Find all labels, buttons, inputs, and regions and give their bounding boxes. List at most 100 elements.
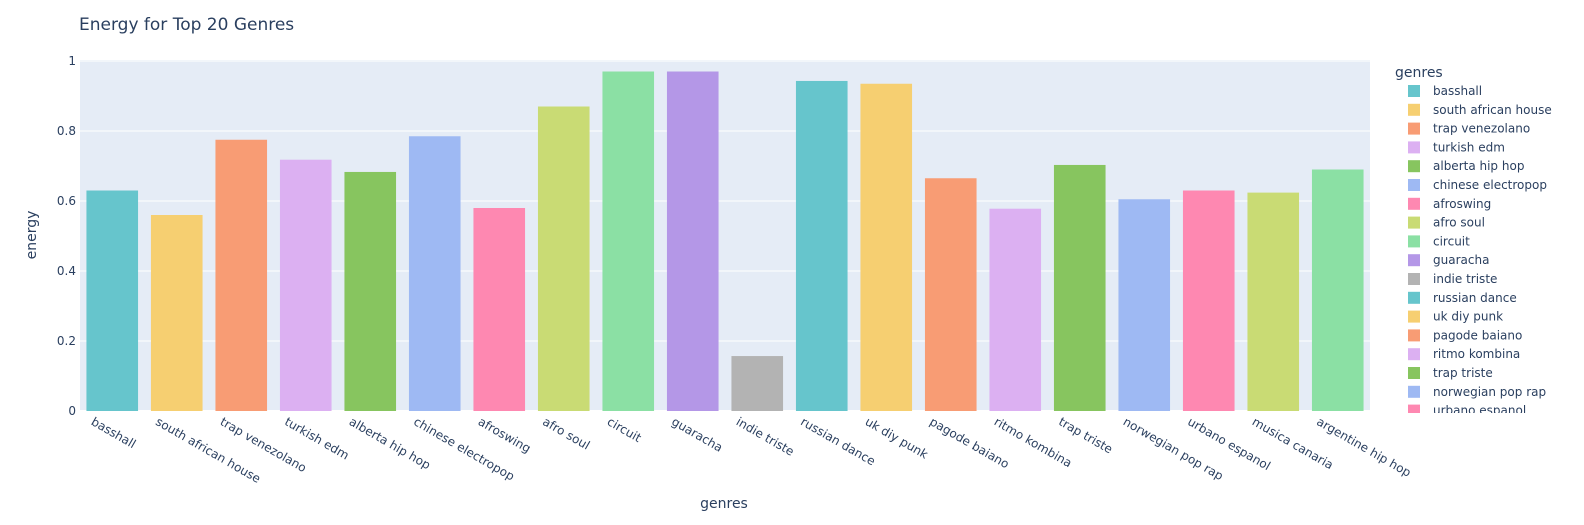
legend-swatch	[1408, 385, 1420, 398]
x-tick-label: guaracha	[669, 414, 725, 454]
bar-indie-triste[interactable]	[731, 356, 784, 411]
bar-afro-soul[interactable]	[537, 106, 590, 412]
legend-swatch	[1408, 160, 1420, 173]
legend-item[interactable]: pagode baiano	[1408, 328, 1522, 342]
legend-label: norwegian pop rap	[1433, 385, 1546, 399]
legend-swatch	[1408, 179, 1420, 191]
legend-item[interactable]: turkish edm	[1408, 140, 1505, 154]
y-axis-title: energy	[24, 211, 40, 260]
legend-label: alberta hip hop	[1433, 159, 1524, 173]
bars	[86, 71, 1364, 412]
legend-swatch	[1408, 310, 1420, 323]
x-tick-label: indie triste	[734, 414, 797, 458]
x-tick-label: afroswing	[476, 414, 533, 455]
bar-pagode-baiano[interactable]	[924, 178, 977, 411]
legend-title: genres	[1395, 65, 1443, 81]
bar-south-african-house[interactable]	[150, 215, 203, 411]
legend-swatch	[1408, 423, 1420, 435]
legend-item[interactable]: basshall	[1408, 84, 1482, 98]
legend-swatch	[1408, 141, 1420, 154]
bar-argentine-hip-hop[interactable]	[1311, 169, 1364, 412]
legend-swatch	[1408, 273, 1420, 285]
legend-swatch	[1408, 122, 1420, 135]
y-tick-label: 0	[68, 404, 76, 418]
legend-item[interactable]: chinese electropop	[1408, 178, 1547, 192]
legend-label: guaracha	[1433, 253, 1489, 267]
legend-item[interactable]: south african house	[1408, 103, 1552, 117]
bar-norwegian-pop-rap[interactable]	[1118, 199, 1171, 411]
bar-trap-triste[interactable]	[1053, 164, 1106, 411]
y-tick-label: 0.4	[57, 264, 76, 278]
bar-urbano-espanol[interactable]	[1182, 190, 1235, 412]
legend-label: argentine hip hop	[1433, 441, 1539, 455]
legend-label: turkish edm	[1433, 140, 1505, 154]
legend-item[interactable]: trap venezolano	[1408, 122, 1530, 136]
legend-label: south african house	[1433, 103, 1552, 117]
bar-circuit[interactable]	[602, 71, 655, 412]
legend-item[interactable]: guaracha	[1408, 253, 1489, 267]
plot-area	[80, 60, 1370, 410]
legend-label: musica canaria	[1433, 422, 1524, 436]
legend-swatch	[1408, 235, 1420, 248]
bar-guaracha[interactable]	[666, 71, 719, 412]
legend-label: pagode baiano	[1433, 328, 1522, 342]
x-tick-label: circuit	[605, 414, 644, 445]
legend-item[interactable]: afroswing	[1408, 197, 1491, 211]
legend-swatch	[1408, 367, 1420, 379]
bar-ritmo-kombina[interactable]	[989, 208, 1042, 411]
legend-label: urbano espanol	[1433, 404, 1526, 418]
bar-musica-canaria[interactable]	[1247, 192, 1300, 411]
legend-label: russian dance	[1433, 291, 1517, 305]
bar-chinese-electropop[interactable]	[408, 136, 461, 411]
legend-swatch	[1408, 348, 1420, 361]
legend-item[interactable]: indie triste	[1408, 272, 1497, 286]
legend-item[interactable]: uk diy punk	[1408, 310, 1503, 324]
legend-item[interactable]: argentine hip hop	[1408, 441, 1539, 455]
chart-title: Energy for Top 20 Genres	[79, 15, 294, 35]
y-tick-label: 0.8	[57, 124, 76, 138]
bar-trap-venezolano[interactable]	[215, 139, 268, 411]
legend-label: afro soul	[1433, 216, 1485, 230]
legend-item[interactable]: circuit	[1408, 234, 1470, 248]
x-axis-title: genres	[700, 496, 748, 512]
legend-label: trap venezolano	[1433, 122, 1530, 136]
legend-item[interactable]: trap triste	[1408, 366, 1493, 380]
legend-item[interactable]: norwegian pop rap	[1408, 385, 1546, 399]
legend-item[interactable]: urbano espanol	[1408, 404, 1526, 418]
legend-swatch	[1408, 404, 1420, 413]
y-tick-label: 0.2	[57, 334, 76, 348]
legend-item[interactable]: ritmo kombina	[1408, 347, 1520, 361]
bar-uk-diy-punk[interactable]	[860, 83, 913, 411]
bar-basshall[interactable]	[86, 190, 139, 412]
legend-label: chinese electropop	[1433, 178, 1547, 192]
x-tick-label: trap triste	[1056, 414, 1115, 456]
legend-label: basshall	[1433, 84, 1482, 98]
legend-item[interactable]: musica canaria	[1408, 422, 1524, 436]
legend-swatch	[1408, 329, 1420, 342]
legend[interactable]: genres basshall south african house trap v…	[1395, 65, 1552, 455]
legend-swatch	[1408, 216, 1420, 229]
legend-item[interactable]: russian dance	[1408, 291, 1517, 305]
legend-label: trap triste	[1433, 366, 1493, 380]
bar-afroswing[interactable]	[473, 208, 526, 411]
bar-turkish-edm[interactable]	[279, 159, 332, 411]
legend-swatch	[1408, 254, 1420, 267]
legend-label: indie triste	[1433, 272, 1497, 286]
legend-item[interactable]: afro soul	[1408, 216, 1485, 230]
x-tick-label: basshall	[89, 414, 139, 451]
legend-label: afroswing	[1433, 197, 1491, 211]
y-tick-label: 0.6	[57, 194, 76, 208]
legend-swatch	[1408, 85, 1420, 97]
legend-item[interactable]: alberta hip hop	[1408, 159, 1524, 173]
legend-label: uk diy punk	[1433, 310, 1503, 324]
legend-swatch	[1408, 103, 1420, 116]
legend-label: circuit	[1433, 234, 1470, 248]
legend-swatch	[1408, 442, 1420, 454]
legend-swatch	[1408, 197, 1420, 210]
legend-label: ritmo kombina	[1433, 347, 1520, 361]
x-tick-label: afro soul	[540, 414, 592, 452]
bar-russian-dance[interactable]	[795, 80, 848, 411]
bar-alberta-hip-hop[interactable]	[344, 171, 397, 411]
